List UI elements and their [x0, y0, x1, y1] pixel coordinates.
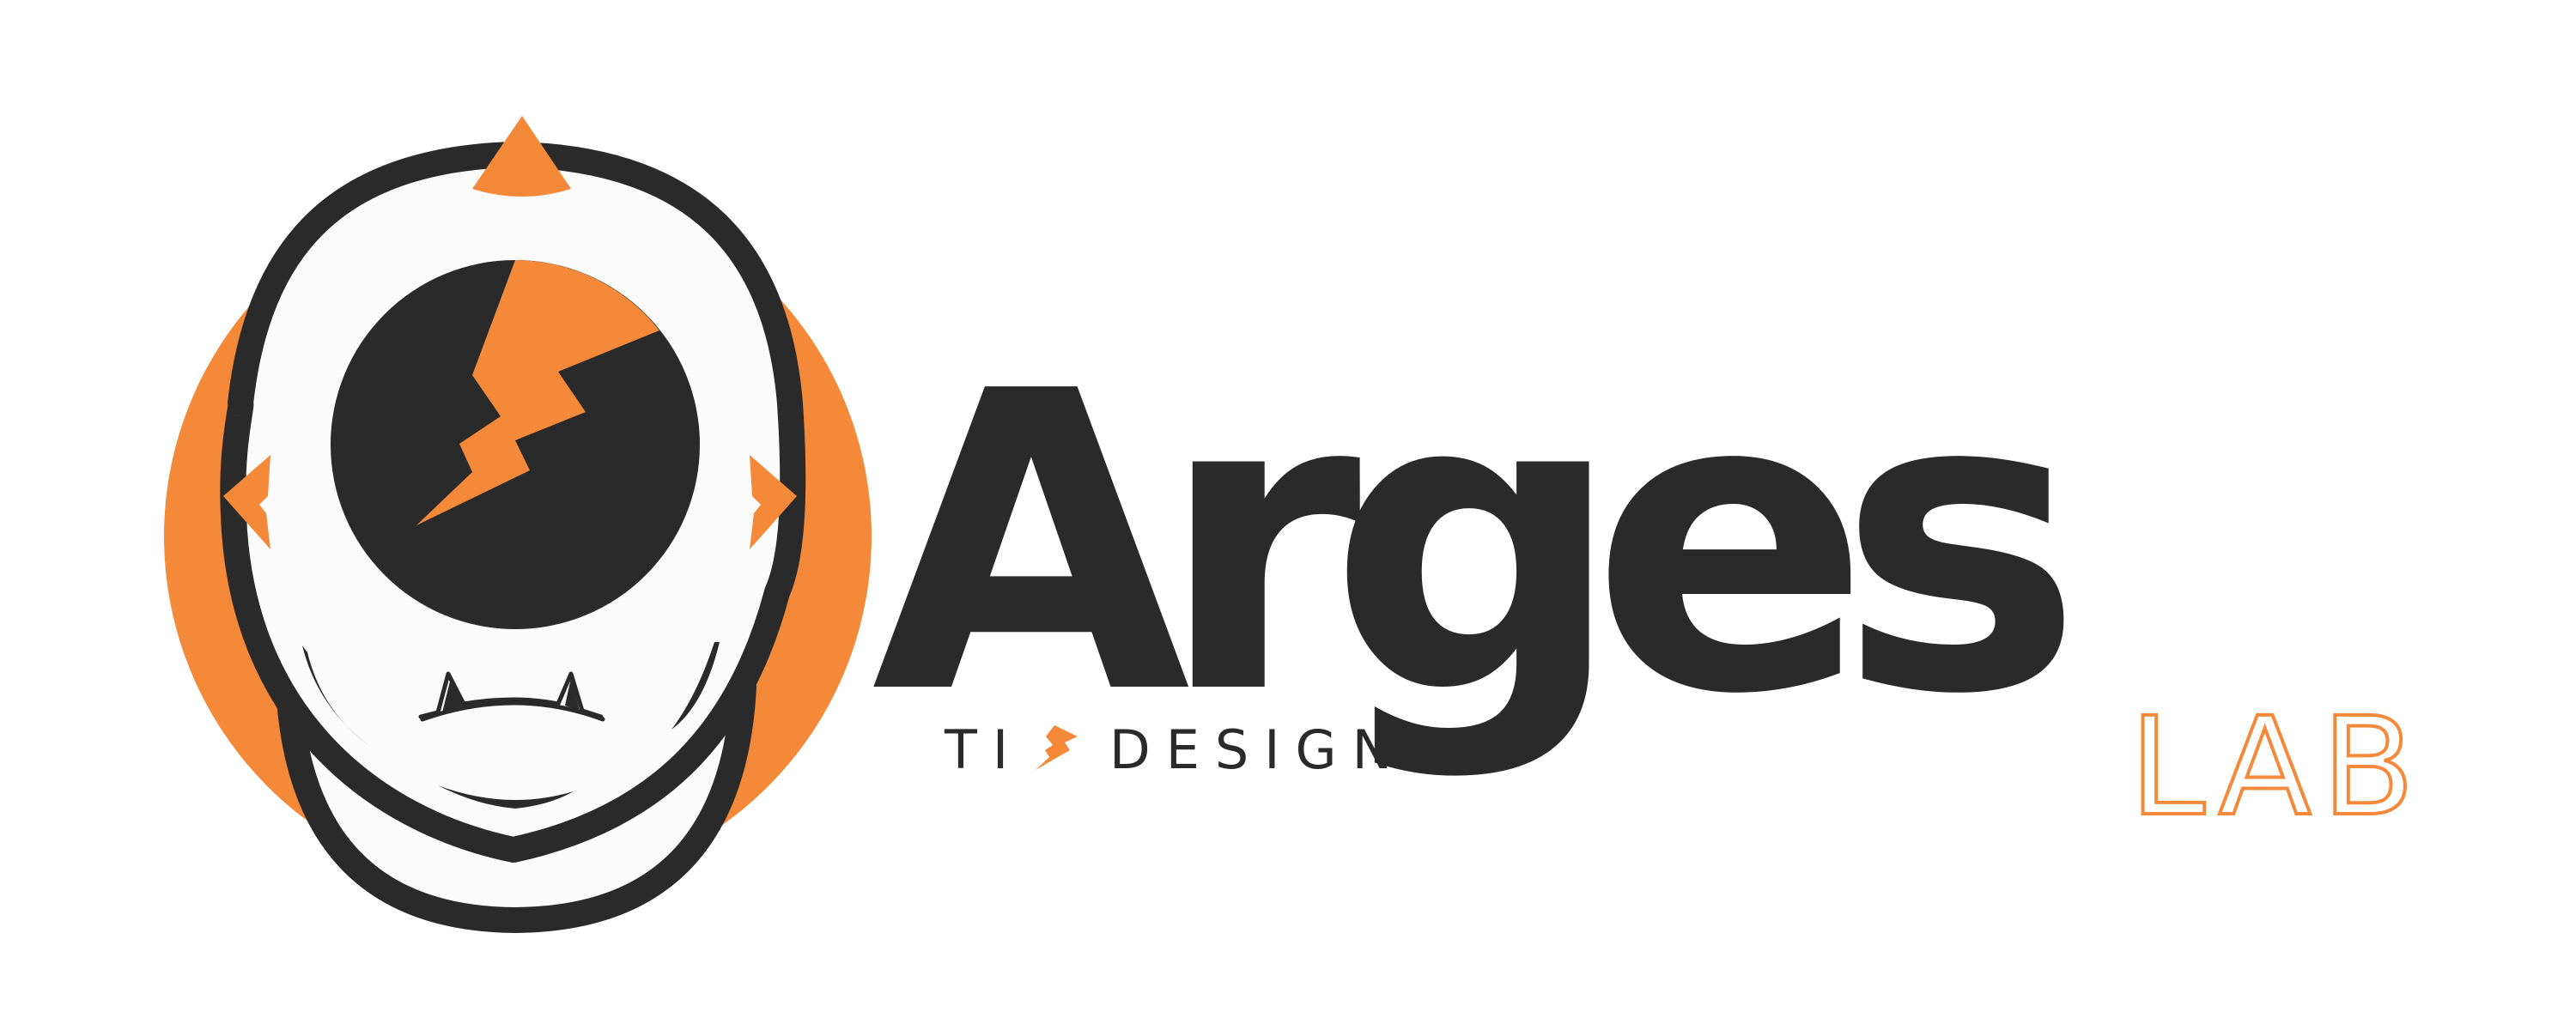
right-cheek-line [671, 642, 720, 730]
lightning-bolt-icon [1036, 725, 1078, 770]
mouth [438, 785, 574, 809]
top-spike [472, 116, 571, 197]
brand-name: Arges [872, 305, 2069, 785]
brand-sub: LAB [2129, 688, 2425, 846]
eye-orange-wedge [416, 260, 659, 525]
cyclops-mascot-icon [164, 116, 872, 933]
mouth-line [420, 700, 605, 722]
left-spike [223, 455, 270, 549]
right-spike [750, 455, 797, 549]
brow [418, 671, 604, 719]
tagline-right: DESIGN [1109, 718, 1407, 781]
tagline-left: TI [944, 718, 1024, 781]
